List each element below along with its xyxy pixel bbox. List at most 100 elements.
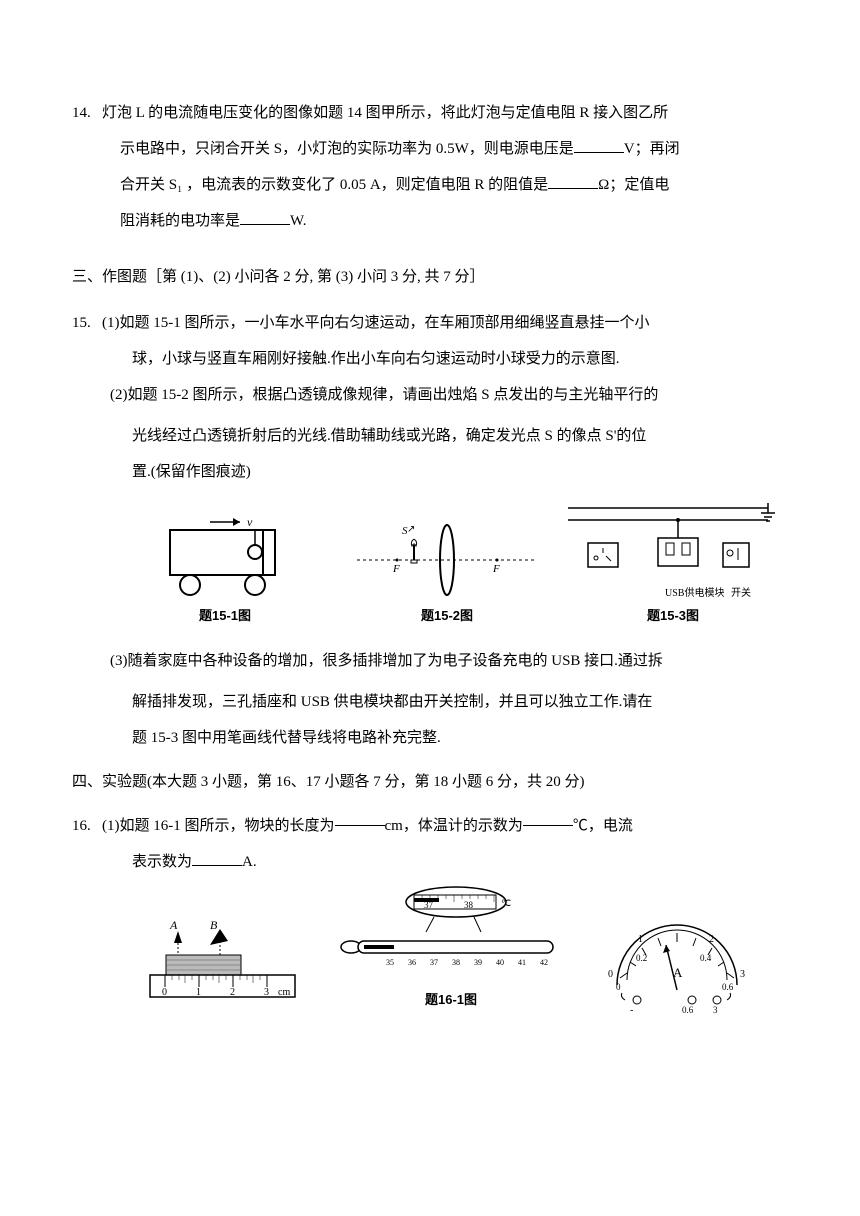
thermometer-diagram-icon: 37 38 ℃ 35 36 37 38 39 40 41 42 — [336, 884, 566, 984]
svg-text:1: 1 — [638, 934, 643, 945]
q15-sub2num: (2) — [110, 387, 128, 403]
q16-sub1e: A. — [242, 854, 257, 870]
svg-text:0.4: 0.4 — [700, 953, 712, 963]
ammeter-diagram-icon: 0 1 2 3 0 0.2 0.4 0.6 A - 0.6 3 — [592, 915, 762, 1015]
circuit-diagram-icon — [558, 498, 788, 588]
q14-line1: 灯泡 L 的电流随电压变化的图像如题 14 图甲所示，将此灯泡与定值电阻 R 接… — [102, 95, 788, 131]
q15-figures-row: v 题15-1图 S ↗ F F 题15-2图 — [114, 498, 788, 631]
q16-number: 16. — [72, 808, 102, 844]
q15-sub2b: 光线经过凸透镜折射后的光线.借助辅助线或光路，确定发光点 S 的像点 S'的位 — [72, 418, 788, 454]
section-4-title: 四、实验题(本大题 3 小题，第 16、17 小题各 7 分，第 18 小题 6… — [72, 764, 788, 800]
svg-text:℃: ℃ — [501, 898, 511, 908]
q16-sub1c: ℃，电流 — [573, 808, 633, 844]
blank-temperature[interactable] — [523, 808, 573, 826]
svg-text:F: F — [492, 563, 500, 575]
switch-label: 开关 — [731, 588, 751, 599]
q16-sub1b: cm，体温计的示数为 — [385, 808, 523, 844]
svg-text:40: 40 — [496, 958, 504, 967]
q16-sub1num: (1) — [102, 808, 120, 844]
svg-text:3: 3 — [264, 987, 269, 998]
q15-sub1num: (1) — [102, 305, 120, 341]
svg-text:37: 37 — [424, 900, 434, 910]
q14-line4-wrap: 阻消耗的电功率是 W. — [72, 203, 788, 239]
q16-figures-row: A B 0 1 — [114, 884, 788, 1015]
svg-text:-: - — [630, 1005, 633, 1015]
q14-line1-wrap: 14. 灯泡 L 的电流随电压变化的图像如题 14 图甲所示，将此灯泡与定值电阻… — [72, 95, 788, 131]
svg-text:3: 3 — [713, 1005, 718, 1015]
svg-text:0: 0 — [162, 987, 167, 998]
q15-sub3a: 随着家庭中各种设备的增加，很多插排增加了为电子设备充电的 USB 接口.通过拆 — [128, 653, 663, 669]
question-14: 14. 灯泡 L 的电流随电压变化的图像如题 14 图甲所示，将此灯泡与定值电阻… — [72, 95, 788, 239]
q14-line2-wrap: 示电路中，只闭合开关 S，小灯泡的实际功率为 0.5W，则电源电压是 V；再闭 — [72, 131, 788, 167]
q14-line2b: V；再闭 — [624, 141, 680, 157]
blank-voltage[interactable] — [574, 135, 624, 153]
q15-sub3num: (3) — [110, 653, 128, 669]
q15-sub2-wrap: (2)如题 15-2 图所示，根据凸透镜成像规律，请画出烛焰 S 点发出的与主光… — [72, 377, 788, 413]
fig15-3-labels: USB供电模块 开关 — [558, 588, 788, 600]
blank-length[interactable] — [335, 808, 385, 826]
svg-text:1: 1 — [196, 987, 201, 998]
svg-text:38: 38 — [464, 900, 474, 910]
q14-line4: 阻消耗的电功率是 — [120, 213, 240, 229]
svg-text:2: 2 — [230, 987, 235, 998]
blank-power[interactable] — [240, 207, 290, 225]
svg-text:41: 41 — [518, 958, 526, 967]
svg-text:0.6: 0.6 — [722, 982, 734, 992]
blank-current[interactable] — [192, 848, 242, 866]
svg-text:0.6: 0.6 — [682, 1005, 694, 1015]
svg-text:38: 38 — [452, 958, 460, 967]
cart-diagram-icon: v — [155, 510, 295, 600]
svg-text:0: 0 — [608, 969, 613, 980]
figure-16-1-ammeter: 0 1 2 3 0 0.2 0.4 0.6 A - 0.6 3 — [566, 915, 788, 1015]
figure-16-1-thermometer: 37 38 ℃ 35 36 37 38 39 40 41 42 题16-1图 — [336, 884, 566, 1015]
fig16-1-caption: 题16-1图 — [336, 984, 566, 1015]
q15-sub3c: 题 15-3 图中用笔画线代替导线将电路补充完整. — [72, 720, 788, 756]
ruler-diagram-icon: A B 0 1 — [140, 915, 310, 1015]
svg-text:35: 35 — [386, 958, 394, 967]
svg-text:37: 37 — [430, 958, 438, 967]
blank-resistance[interactable] — [548, 171, 598, 189]
q15-sub1-wrap: 15. (1)如题 15-1 图所示，一小车水平向右匀速运动，在车厢顶部用细绳竖… — [72, 305, 788, 341]
q14-number: 14. — [72, 95, 102, 131]
q15-sub2c: 置.(保留作图痕迹) — [72, 454, 788, 490]
q15-sub3b: 解插排发现，三孔插座和 USB 供电模块都由开关控制，并且可以独立工作.请在 — [72, 684, 788, 720]
svg-text:A: A — [169, 918, 178, 932]
q14-line4b: W. — [290, 213, 307, 229]
section-3-title: 三、作图题［第 (1)、(2) 小问各 2 分, 第 (3) 小问 3 分, 共… — [72, 259, 788, 295]
svg-text:2: 2 — [709, 934, 714, 945]
fig15-1-caption: 题15-1图 — [114, 600, 336, 631]
q15-sub3-wrap: (3)随着家庭中各种设备的增加，很多插排增加了为电子设备充电的 USB 接口.通… — [72, 643, 788, 679]
svg-text:0: 0 — [616, 982, 621, 992]
svg-text:42: 42 — [540, 958, 548, 967]
q16-line2-wrap: 表示数为 A. — [72, 844, 788, 880]
svg-text:↗: ↗ — [407, 524, 415, 535]
fig15-2-caption: 题15-2图 — [336, 600, 558, 631]
question-15: 15. (1)如题 15-1 图所示，一小车水平向右匀速运动，在车厢顶部用细绳竖… — [72, 305, 788, 756]
question-16: 16. (1) 如题 16-1 图所示，物块的长度为 cm，体温计的示数为 ℃，电… — [72, 808, 788, 1015]
q15-sub2a: 如题 15-2 图所示，根据凸透镜成像规律，请画出烛焰 S 点发出的与主光轴平行… — [128, 387, 659, 403]
q16-line1-wrap: 16. (1) 如题 16-1 图所示，物块的长度为 cm，体温计的示数为 ℃，电… — [72, 808, 788, 844]
figure-15-2: S ↗ F F 题15-2图 — [336, 510, 558, 631]
q15-sub1a: 如题 15-1 图所示，一小车水平向右匀速运动，在车厢顶部用细绳竖直悬挂一个小 — [120, 305, 650, 341]
svg-text:36: 36 — [408, 958, 416, 967]
q15-number: 15. — [72, 305, 102, 341]
figure-15-1: v 题15-1图 — [114, 510, 336, 631]
usb-label: USB供电模块 — [665, 588, 724, 599]
q14-line3b: Ω；定值电 — [598, 177, 669, 193]
svg-text:3: 3 — [740, 969, 745, 980]
q14-line3: 合开关 S₁ ，电流表的示数变化了 0.05 A，则定值电阻 R 的阻值是 — [120, 177, 548, 193]
q14-line3-wrap: 合开关 S₁ ，电流表的示数变化了 0.05 A，则定值电阻 R 的阻值是 Ω；定… — [72, 167, 788, 203]
figure-15-3: USB供电模块 开关 题15-3图 — [558, 498, 788, 631]
q16-sub1d: 表示数为 — [132, 854, 192, 870]
q16-sub1a: 如题 16-1 图所示，物块的长度为 — [120, 808, 335, 844]
fig15-3-caption: 题15-3图 — [558, 600, 788, 631]
figure-16-1-ruler: A B 0 1 — [114, 915, 336, 1015]
svg-text:cm: cm — [278, 987, 290, 998]
svg-text:0.2: 0.2 — [636, 953, 647, 963]
svg-text:F: F — [392, 563, 400, 575]
q14-line2: 示电路中，只闭合开关 S，小灯泡的实际功率为 0.5W，则电源电压是 — [120, 141, 574, 157]
svg-text:39: 39 — [474, 958, 482, 967]
q15-sub1b: 球，小球与竖直车厢刚好接触.作出小车向右匀速运动时小球受力的示意图. — [72, 341, 788, 377]
svg-text:B: B — [210, 918, 218, 932]
svg-text:v: v — [247, 515, 253, 529]
